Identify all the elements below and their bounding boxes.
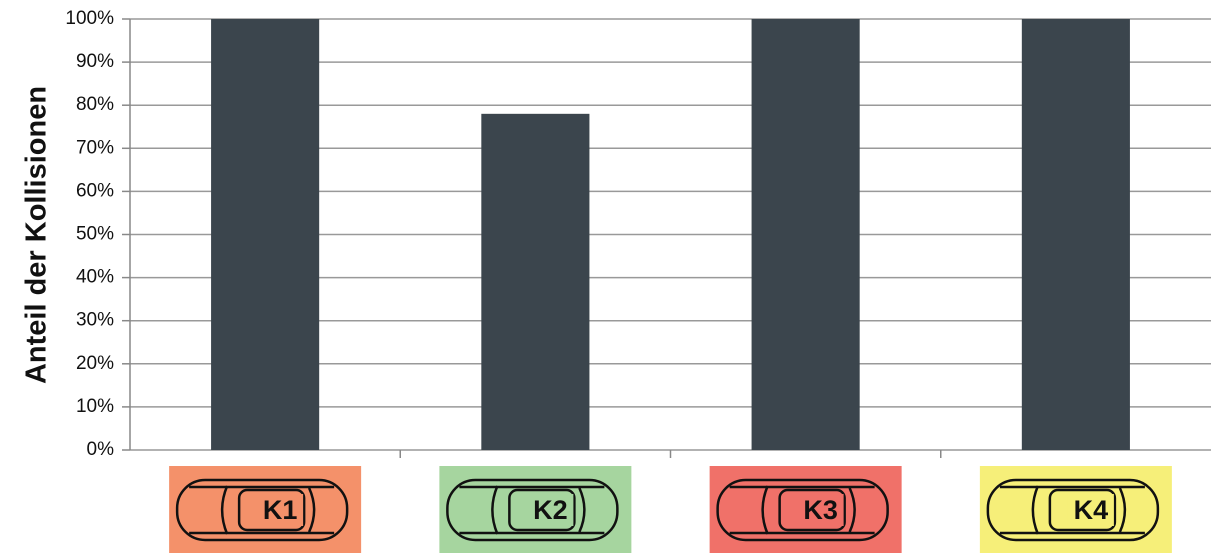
car-rear-window xyxy=(578,487,586,533)
car-windshield xyxy=(1031,485,1040,535)
car-body xyxy=(716,478,889,542)
car-windshield xyxy=(220,485,229,535)
y-tick-label: 40% xyxy=(76,267,114,288)
y-tick-label: 30% xyxy=(76,310,114,331)
y-tick-label: 100% xyxy=(65,8,114,29)
car-roof xyxy=(237,488,306,532)
label-bg xyxy=(257,494,304,526)
car-windshield xyxy=(491,485,499,535)
category-badge: K1 xyxy=(169,466,362,553)
car-windshield xyxy=(761,485,769,535)
y-tick-label: 10% xyxy=(76,396,114,417)
car-rear-window xyxy=(848,487,856,533)
car-roof xyxy=(508,488,576,532)
bar xyxy=(1021,19,1130,450)
car-rear-window xyxy=(1118,487,1127,533)
bar xyxy=(211,19,320,450)
bar xyxy=(751,19,860,450)
category-badge: K2 xyxy=(439,466,632,553)
y-tick-label: 50% xyxy=(76,224,114,245)
x-tick-label: K2 xyxy=(533,495,568,525)
label-bg xyxy=(797,494,844,526)
y-tick-label: 80% xyxy=(76,94,114,115)
car-roof xyxy=(1048,488,1117,532)
y-axis-label: Anteil der Kollisionen xyxy=(21,86,53,384)
category-badge: K4 xyxy=(979,466,1172,553)
label-bg xyxy=(527,494,574,526)
category-badge: K3 xyxy=(709,466,902,553)
car-rear-window xyxy=(307,487,316,533)
y-tick-label: 90% xyxy=(76,51,114,72)
x-tick-label: K3 xyxy=(803,495,838,525)
y-tick-label: 0% xyxy=(87,439,115,460)
y-tick-label: 70% xyxy=(76,137,114,158)
x-tick-label: K4 xyxy=(1074,495,1109,525)
bar xyxy=(481,113,590,450)
label-bg xyxy=(1067,494,1114,526)
car-roof xyxy=(778,488,846,532)
y-tick-label: 20% xyxy=(76,353,114,374)
y-tick-label: 60% xyxy=(76,180,114,201)
car-body xyxy=(175,478,349,542)
x-tick-label: K1 xyxy=(263,495,298,525)
car-body xyxy=(446,478,619,542)
car-body xyxy=(986,478,1160,542)
